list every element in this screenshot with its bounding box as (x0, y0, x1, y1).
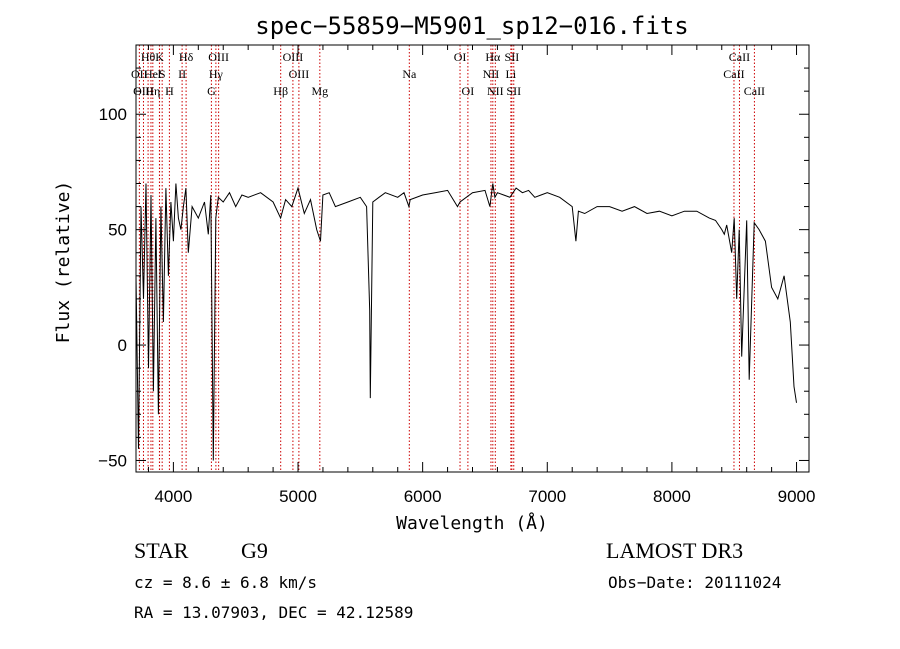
x-tick-label: 8000 (653, 487, 691, 506)
emission-line-label: Hγ (209, 67, 224, 81)
emission-line-label: H (165, 84, 174, 98)
emission-line-label: Hβ (273, 84, 288, 98)
spectrum-series-line (135, 183, 797, 461)
emission-line-label: He (144, 67, 158, 81)
emission-line-label: Li (506, 67, 517, 81)
emission-line-label: OI (454, 50, 467, 64)
y-tick-label: 50 (108, 221, 127, 240)
x-tick-label: 9000 (778, 487, 816, 506)
y-axis-ticks: −50 0 50 100 (98, 67, 809, 470)
plot-frame (135, 44, 810, 473)
emission-line-label: OIII (208, 50, 229, 64)
emission-line-label: II (178, 67, 186, 81)
emission-line-label: OIII (283, 50, 304, 64)
x-axis-label: Wavelength (Å) (396, 512, 548, 534)
x-tick-label: 5000 (279, 487, 317, 506)
emission-line-label: Hη (145, 84, 160, 98)
y-tick-label: 100 (99, 105, 127, 124)
emission-line-label: CaII (723, 67, 744, 81)
y-tick-label: −50 (98, 451, 127, 470)
emission-line-label: Hδ (179, 50, 194, 64)
emission-line-label: OI (462, 84, 475, 98)
object-class: STAR (134, 538, 189, 563)
emission-line-label: CaII (744, 84, 765, 98)
emission-line-label: K (155, 50, 164, 64)
emission-line-label: OIII (133, 84, 154, 98)
emission-line-label: S (159, 67, 166, 81)
obs-date: Obs−Date: 20111024 (608, 573, 782, 592)
x-tick-label: 7000 (528, 487, 566, 506)
emission-line-label: Mg (311, 84, 328, 98)
emission-line-label: SII (506, 84, 521, 98)
emission-line-label: OII (131, 67, 148, 81)
emission-line-label: Hα (485, 50, 501, 64)
survey-name: LAMOST DR3 (606, 538, 744, 563)
emission-line-label: OIII (289, 67, 310, 81)
emission-line-label: Hθ (141, 50, 156, 64)
y-axis-label: Flux (relative) (53, 181, 74, 344)
emission-line-label: SII (505, 50, 520, 64)
emission-line-label: CaII (729, 50, 750, 64)
emission-line-label: Na (402, 67, 417, 81)
emission-line-label: NII (483, 67, 500, 81)
emission-line-markers (138, 45, 755, 472)
chart-title: spec−55859−M5901_sp12−016.fits (255, 12, 688, 40)
emission-line-label: I (157, 67, 161, 81)
coordinates-text: RA = 13.07903, DEC = 42.12589 (134, 603, 414, 622)
y-tick-label: 0 (118, 336, 127, 355)
emission-line-label: NII (487, 84, 504, 98)
x-tick-label: 6000 (404, 487, 442, 506)
x-tick-label: 4000 (154, 487, 192, 506)
x-axis-ticks: 4000 5000 6000 7000 8000 9000 (147, 45, 816, 506)
object-subclass: G9 (241, 538, 268, 563)
emission-line-label: G (207, 84, 216, 98)
redshift-text: cz = 8.6 ± 6.8 km/s (134, 573, 318, 592)
